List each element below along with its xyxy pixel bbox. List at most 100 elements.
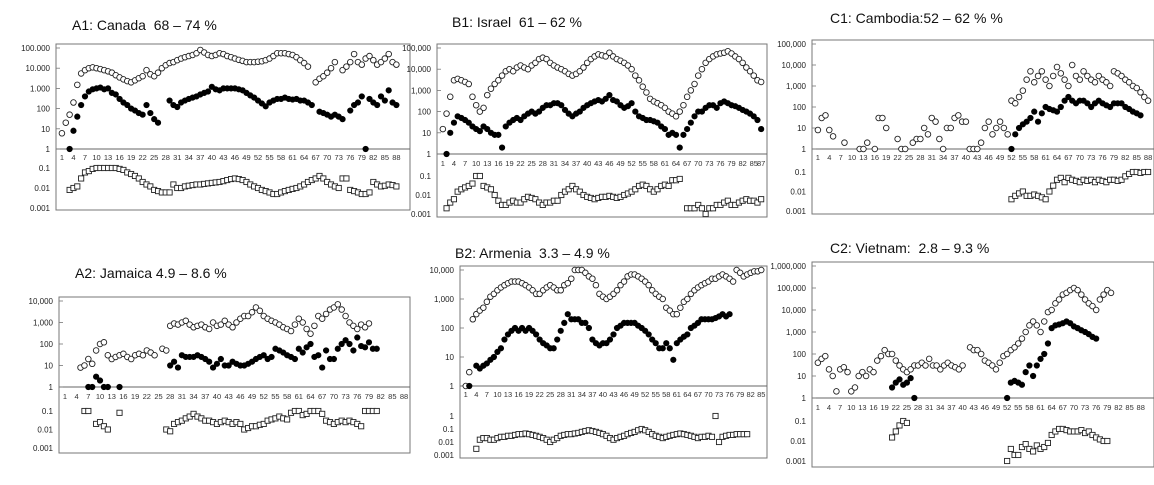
filled-circle-point bbox=[582, 319, 589, 326]
x-tick-label: 67 bbox=[683, 159, 691, 168]
open-square-point bbox=[320, 175, 327, 182]
filled-circle-point bbox=[170, 358, 178, 365]
open-circle-point bbox=[1027, 68, 1034, 75]
filled-circle-point bbox=[116, 383, 123, 391]
open-circle-point bbox=[1030, 79, 1038, 86]
x-tick-label: 4 bbox=[827, 153, 831, 162]
open-circle-point bbox=[1034, 72, 1042, 80]
filled-circle-point bbox=[299, 349, 306, 356]
open-circle-point bbox=[154, 69, 162, 76]
filled-circle-point bbox=[602, 95, 609, 102]
open-square-point bbox=[691, 205, 698, 212]
filled-circle-point bbox=[666, 345, 673, 352]
open-square-point bbox=[366, 189, 373, 196]
open-square-point bbox=[1041, 443, 1048, 451]
x-tick-label: 70 bbox=[323, 153, 331, 162]
open-circle-point bbox=[1026, 322, 1033, 329]
filled-circle-point bbox=[1118, 100, 1125, 107]
filled-circle-point bbox=[174, 103, 181, 111]
open-square-point bbox=[96, 419, 104, 426]
open-circle-point bbox=[583, 59, 591, 67]
x-tick-label: 70 bbox=[694, 159, 702, 168]
open-circle-point bbox=[844, 368, 851, 376]
x-tick-label: 88 bbox=[1137, 403, 1145, 412]
x-tick-label: 16 bbox=[514, 390, 522, 399]
y-tick-label-bottom: 0.1 bbox=[443, 425, 455, 434]
x-tick-label: 40 bbox=[583, 159, 591, 168]
open-circle-point bbox=[892, 357, 900, 364]
open-circle-point bbox=[639, 83, 646, 90]
open-circle-point bbox=[483, 298, 491, 306]
open-circle-point bbox=[862, 372, 870, 380]
y-tick-label: 100,000 bbox=[402, 44, 431, 53]
open-circle-point bbox=[480, 104, 487, 112]
open-circle-point bbox=[127, 355, 135, 363]
open-square-point bbox=[1085, 428, 1092, 435]
x-tick-label: 61 bbox=[288, 153, 296, 162]
open-square-point bbox=[744, 431, 751, 438]
filled-circle-point bbox=[166, 97, 173, 104]
y-tick-label: 100 bbox=[793, 350, 807, 359]
open-square-point bbox=[167, 428, 174, 435]
open-circle-point bbox=[1095, 72, 1103, 80]
open-circle-point bbox=[139, 72, 146, 80]
x-tick-label: 73 bbox=[335, 153, 343, 162]
filled-circle-point bbox=[1012, 131, 1019, 138]
x-tick-label: 82 bbox=[369, 153, 377, 162]
open-circle-point bbox=[922, 362, 929, 369]
filled-circle-point bbox=[1008, 145, 1015, 153]
open-circle-point bbox=[291, 321, 299, 328]
filled-circle-point bbox=[262, 103, 269, 110]
x-tick-label: 25 bbox=[546, 390, 554, 399]
open-circle-point bbox=[917, 135, 924, 143]
y-tick-label-bottom: 0.1 bbox=[420, 172, 432, 181]
filled-circle-point bbox=[1044, 340, 1052, 347]
filled-circle-point bbox=[339, 116, 346, 123]
open-circle-point bbox=[1019, 87, 1027, 94]
x-tick-label: 87 bbox=[757, 159, 765, 168]
x-tick-label: 58 bbox=[650, 159, 658, 168]
open-circle-point bbox=[447, 93, 454, 101]
open-square-point bbox=[491, 191, 498, 199]
filled-circle-point bbox=[362, 145, 369, 153]
x-tick-label: 76 bbox=[725, 390, 733, 399]
open-square-point bbox=[1046, 188, 1053, 195]
open-square-point bbox=[358, 423, 365, 430]
open-circle-point bbox=[661, 104, 669, 112]
filled-circle-point bbox=[209, 364, 217, 371]
filled-circle-point bbox=[366, 95, 373, 103]
filled-circle-point bbox=[81, 93, 89, 100]
x-tick-label: 58 bbox=[662, 390, 670, 399]
filled-circle-point bbox=[354, 334, 361, 341]
x-tick-label: 31 bbox=[925, 403, 933, 412]
open-square-point bbox=[1061, 179, 1068, 186]
filled-circle-point bbox=[1061, 97, 1068, 104]
open-circle-point bbox=[888, 350, 896, 358]
open-circle-point bbox=[543, 55, 550, 63]
x-tick-label: 1 bbox=[60, 153, 64, 162]
open-circle-point bbox=[933, 362, 940, 369]
x-tick-label: 46 bbox=[231, 153, 239, 162]
open-circle-point bbox=[307, 330, 314, 337]
open-circle-point bbox=[182, 317, 190, 325]
filled-circle-point bbox=[365, 339, 373, 346]
open-square-point bbox=[1044, 439, 1051, 446]
open-circle-point bbox=[62, 119, 70, 126]
open-square-point bbox=[758, 196, 765, 203]
open-circle-point bbox=[1022, 328, 1029, 336]
x-tick-label: 82 bbox=[1114, 403, 1122, 412]
x-tick-label: 49 bbox=[992, 403, 1000, 412]
open-square-point bbox=[295, 407, 302, 415]
open-square-point bbox=[889, 434, 896, 441]
filled-circle-point bbox=[497, 345, 505, 352]
open-circle-point bbox=[343, 63, 350, 70]
x-tick-label: 43 bbox=[970, 403, 978, 412]
x-tick-label: 25 bbox=[903, 403, 911, 412]
open-circle-point bbox=[673, 310, 681, 318]
open-circle-point bbox=[1081, 296, 1089, 303]
open-circle-point bbox=[480, 304, 487, 311]
filled-circle-point bbox=[1037, 355, 1044, 362]
open-circle-point bbox=[1089, 302, 1096, 310]
open-circle-point bbox=[323, 69, 331, 76]
filled-circle-point bbox=[70, 127, 77, 134]
